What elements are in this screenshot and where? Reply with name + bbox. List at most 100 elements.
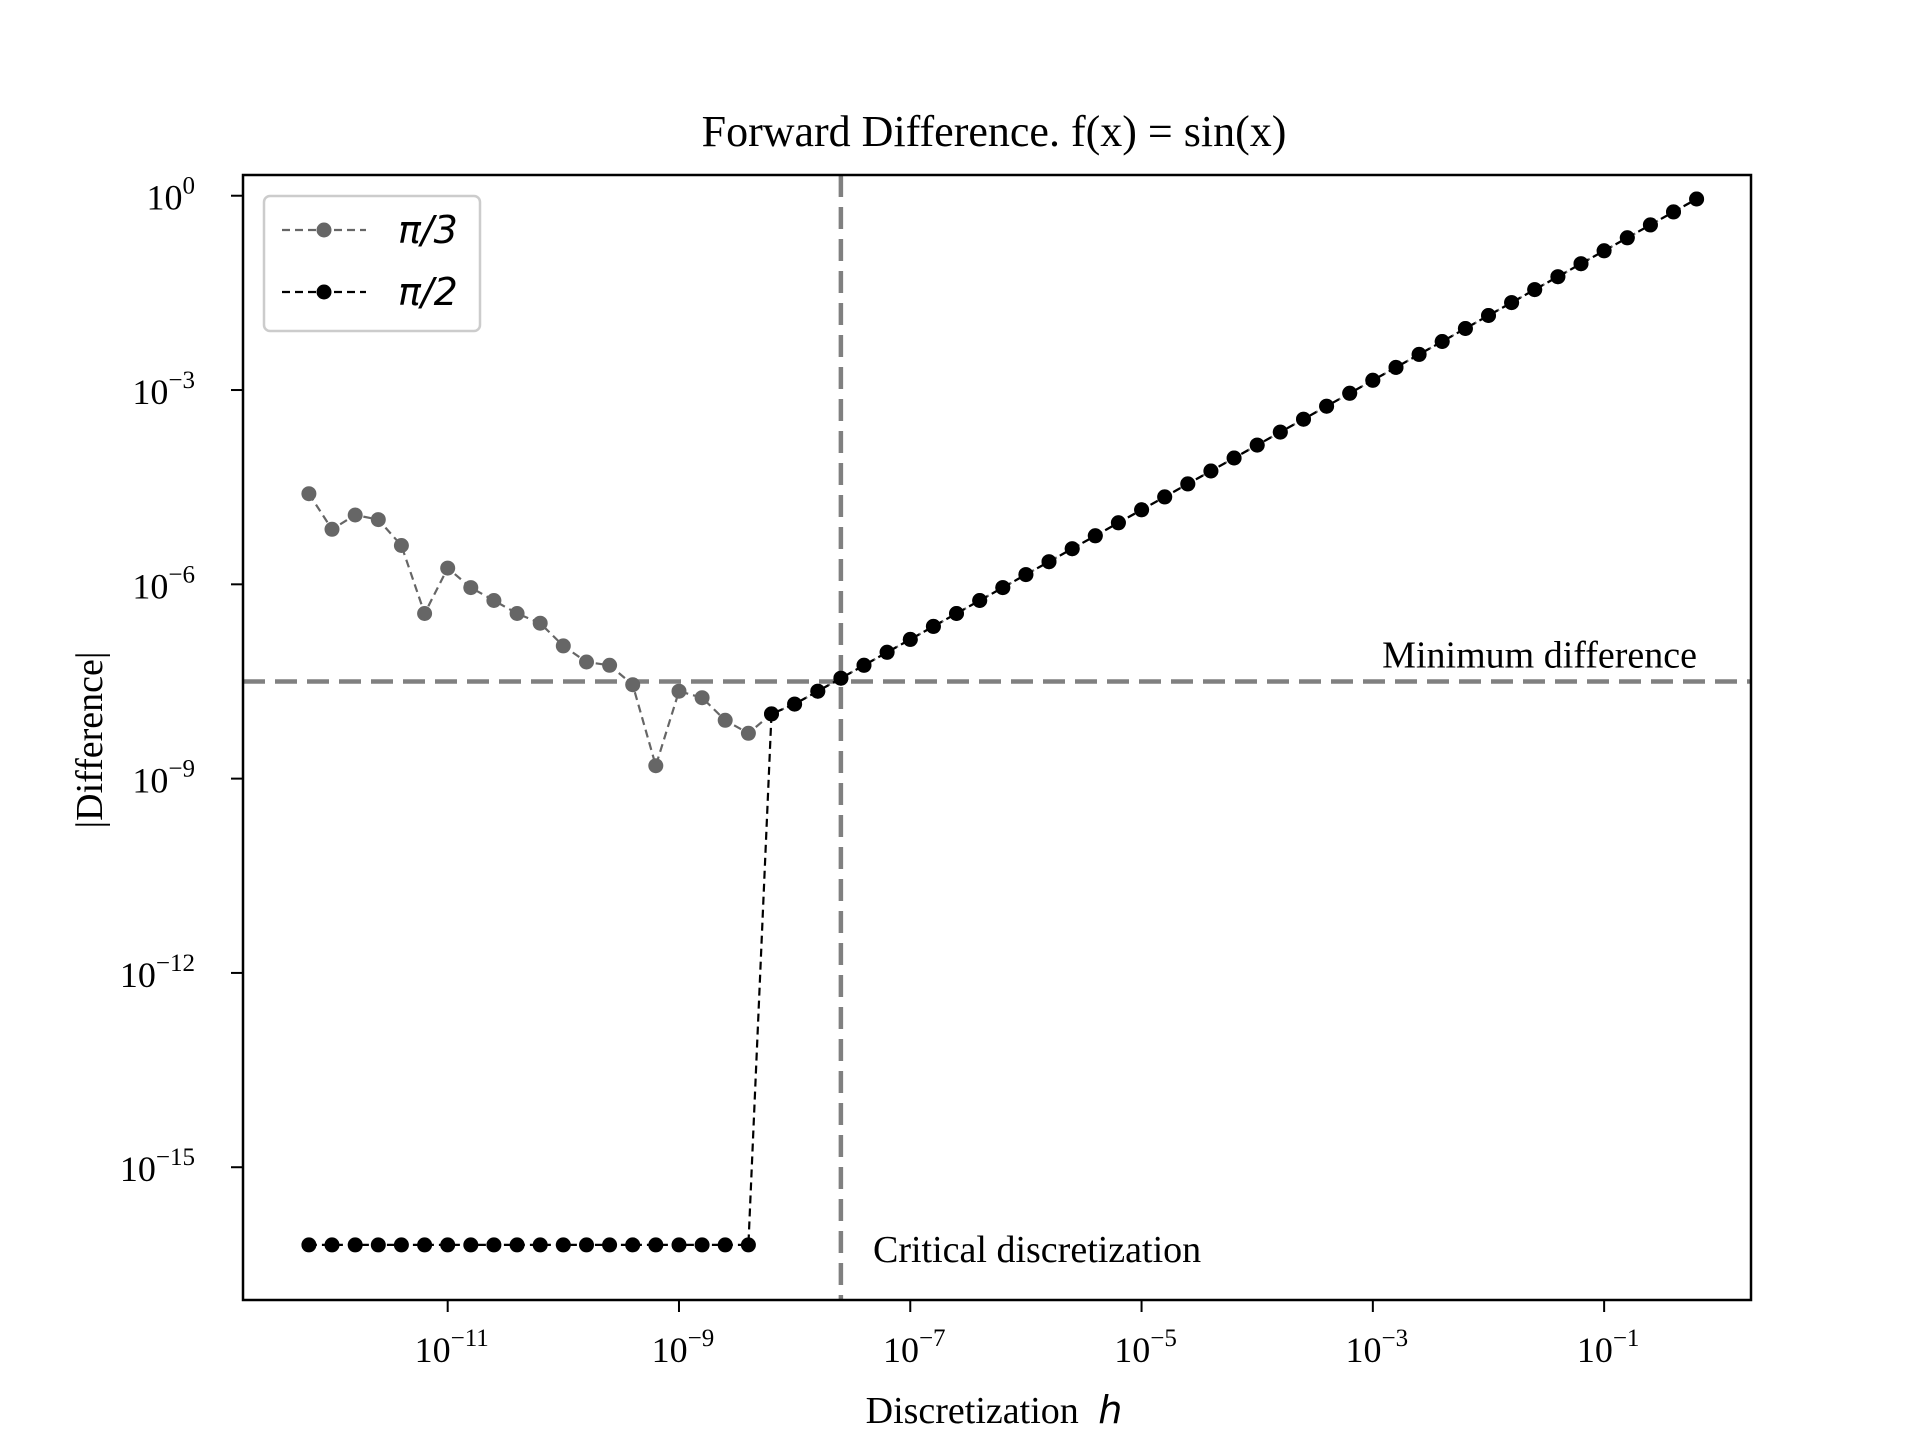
- data-point: [1527, 282, 1543, 298]
- x-tick-label-power: −1: [1613, 1325, 1640, 1352]
- x-tick-label-base: 10: [883, 1330, 919, 1370]
- data-point: [509, 606, 525, 621]
- x-tick-label: 10−7: [883, 1325, 946, 1370]
- data-point: [995, 580, 1011, 596]
- data-point: [370, 1237, 386, 1253]
- series-layer: [301, 191, 1705, 1253]
- x-tick-label: 10−11: [415, 1325, 489, 1370]
- legend-label: π/2: [398, 270, 458, 314]
- y-tick-label: 10−3: [132, 367, 195, 412]
- data-point: [648, 758, 664, 774]
- chart-title: Forward Difference. f(x) = sin(x): [702, 107, 1287, 156]
- y-tick-label-power: −15: [156, 1144, 195, 1171]
- data-point: [393, 538, 409, 553]
- data-point: [532, 615, 548, 631]
- data-point: [370, 512, 386, 528]
- data-point: [949, 606, 964, 621]
- data-point: [879, 644, 895, 660]
- data-point: [486, 593, 502, 608]
- legend-marker: [316, 222, 332, 238]
- legend-marker: [316, 284, 332, 300]
- data-point: [555, 1237, 571, 1253]
- data-point: [602, 1237, 618, 1253]
- data-point: [486, 1237, 502, 1253]
- data-point: [972, 593, 988, 608]
- data-point: [347, 1237, 363, 1253]
- x-tick-label-power: −11: [451, 1325, 489, 1352]
- axes-frame: [241, 173, 1753, 1302]
- data-point: [625, 1237, 641, 1253]
- data-point: [1481, 308, 1496, 323]
- data-point: [671, 683, 687, 699]
- data-point: [509, 1237, 525, 1253]
- data-point: [1619, 230, 1635, 246]
- data-point: [440, 560, 456, 576]
- data-point: [1573, 256, 1589, 272]
- y-tick-label-base: 10: [147, 178, 183, 218]
- y-tick-label-base: 10: [132, 372, 168, 412]
- y-tick-label: 100: [147, 173, 196, 218]
- data-point: [1666, 204, 1681, 220]
- data-point: [579, 1237, 594, 1253]
- y-tick-label-base: 10: [132, 761, 168, 801]
- data-point: [740, 1237, 756, 1253]
- minimum-difference-label: Minimum difference: [1382, 634, 1697, 676]
- data-point: [1388, 359, 1404, 375]
- data-point: [925, 618, 941, 634]
- data-point: [440, 1237, 456, 1253]
- data-point: [1342, 385, 1358, 401]
- data-point: [1134, 502, 1150, 518]
- y-axis-label: |Difference|: [69, 652, 111, 829]
- data-point: [1457, 321, 1473, 336]
- y-tick-label-base: 10: [132, 566, 168, 606]
- x-tick-label-power: −3: [1382, 1325, 1409, 1352]
- reference-lines: Minimum difference Critical discretizatio…: [243, 175, 1751, 1300]
- data-point: [787, 696, 803, 712]
- data-point: [1157, 489, 1173, 505]
- data-point: [1203, 463, 1219, 479]
- data-point: [740, 725, 756, 741]
- y-tick-label-power: −3: [168, 367, 195, 394]
- data-point: [347, 507, 363, 523]
- data-point: [417, 1237, 433, 1253]
- data-point: [1087, 528, 1103, 544]
- x-tick-label-power: −5: [1150, 1325, 1177, 1352]
- x-tick-label: 10−3: [1346, 1325, 1409, 1370]
- data-point: [648, 1237, 664, 1253]
- data-point: [1064, 541, 1080, 557]
- data-point: [1272, 424, 1288, 440]
- data-point: [324, 1237, 340, 1253]
- legend-label: π/3: [398, 208, 458, 252]
- data-point: [579, 654, 594, 670]
- data-point: [671, 1237, 687, 1253]
- data-point: [764, 706, 779, 722]
- x-tick-label-base: 10: [1114, 1330, 1150, 1370]
- x-tick-label: 10−9: [652, 1325, 715, 1370]
- data-point: [301, 1237, 317, 1253]
- data-point: [625, 677, 641, 693]
- x-tick-label-base: 10: [415, 1330, 451, 1370]
- data-point: [717, 1237, 733, 1253]
- critical-discretization-label: Critical discretization: [873, 1229, 1201, 1271]
- data-point: [1296, 411, 1311, 427]
- y-tick-label: 10−9: [132, 756, 195, 801]
- data-point: [602, 657, 618, 673]
- x-tick-label: 10−1: [1577, 1325, 1640, 1370]
- data-point: [1642, 217, 1658, 233]
- x-tick-label-power: −7: [919, 1325, 946, 1352]
- data-point: [717, 712, 733, 728]
- data-point: [1365, 372, 1381, 388]
- data-point: [694, 690, 710, 706]
- data-point: [324, 521, 340, 537]
- data-point: [1411, 346, 1427, 362]
- y-tick-label-power: −12: [156, 950, 195, 977]
- x-axis-label-text: Discretization: [866, 1390, 1079, 1432]
- data-point: [1504, 295, 1520, 311]
- y-tick-label: 10−12: [120, 950, 195, 995]
- data-point: [694, 1237, 710, 1253]
- legend: π/3π/2: [262, 194, 482, 333]
- data-point: [532, 1237, 548, 1253]
- x-tick-label-base: 10: [1577, 1330, 1613, 1370]
